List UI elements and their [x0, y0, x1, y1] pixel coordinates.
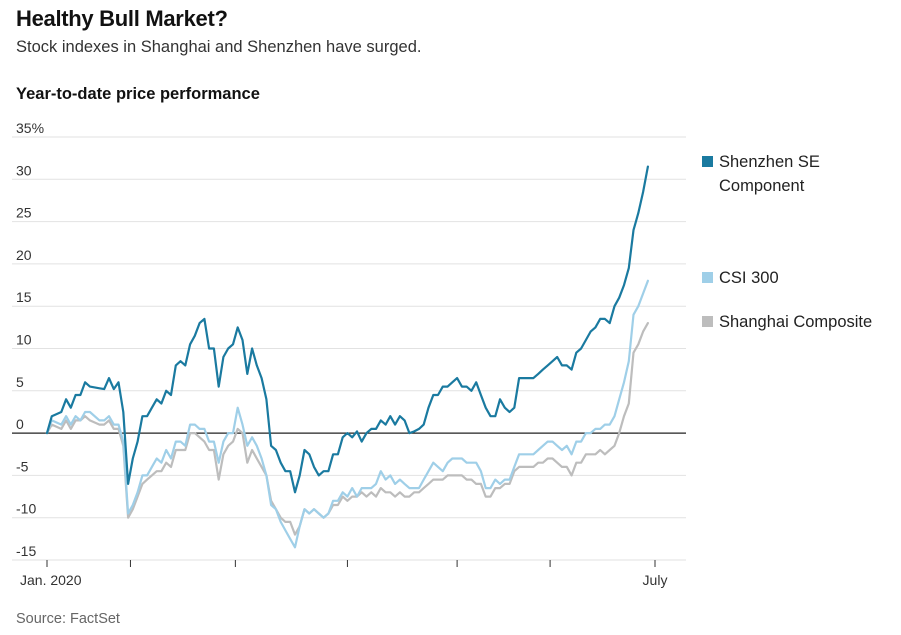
y-tick-label: -5: [16, 458, 29, 474]
series-line-shenzhen: [45, 165, 649, 494]
legend-swatch-csi300: [702, 272, 713, 283]
y-axis-title: Year-to-date price performance: [16, 85, 260, 103]
legend-swatch-shenzhen: [702, 156, 713, 167]
series-line-shanghai: [45, 322, 649, 536]
y-tick-label: -15: [16, 543, 36, 559]
y-tick-label: 15: [16, 289, 32, 305]
y-tick-label: 35%: [16, 120, 44, 136]
chart-subtitle: Stock indexes in Shanghai and Shenzhen h…: [16, 38, 422, 56]
y-tick-label: 20: [16, 247, 32, 263]
x-tick-label: July: [643, 572, 668, 588]
legend-label-csi300: CSI 300: [719, 269, 779, 287]
source-note: Source: FactSet: [16, 611, 120, 627]
legend-item-shanghai: Shanghai Composite: [702, 310, 889, 334]
chart-title: Healthy Bull Market?: [16, 6, 228, 31]
y-tick-label: 30: [16, 162, 32, 178]
y-axis-ticks: -15 -10 -5 0 5 10 15 20 25 30 35%: [16, 120, 44, 559]
y-tick-label: 0: [16, 416, 24, 432]
y-tick-label: 5: [16, 374, 24, 390]
y-tick-label: -10: [16, 501, 36, 517]
legend-swatch-shanghai: [702, 316, 713, 327]
legend-item-shenzhen: Shenzhen SE Component: [702, 150, 889, 198]
line-chart: -15 -10 -5 0 5 10 15 20 25 30 35% Jan. 2020 July: [12, 120, 686, 588]
series-line-csi300: [45, 279, 649, 549]
legend-item-csi300: CSI 300: [702, 266, 889, 290]
x-axis-ticks: Jan. 2020 July: [20, 560, 667, 588]
grid-lines: [12, 136, 686, 561]
y-tick-label: 10: [16, 332, 32, 348]
legend-label-shenzhen: Shenzhen SE Component: [719, 153, 820, 195]
legend-label-shanghai: Shanghai Composite: [719, 313, 873, 331]
x-tick-label: Jan. 2020: [20, 572, 82, 588]
series-lines: [45, 165, 649, 549]
y-tick-label: 25: [16, 205, 32, 221]
